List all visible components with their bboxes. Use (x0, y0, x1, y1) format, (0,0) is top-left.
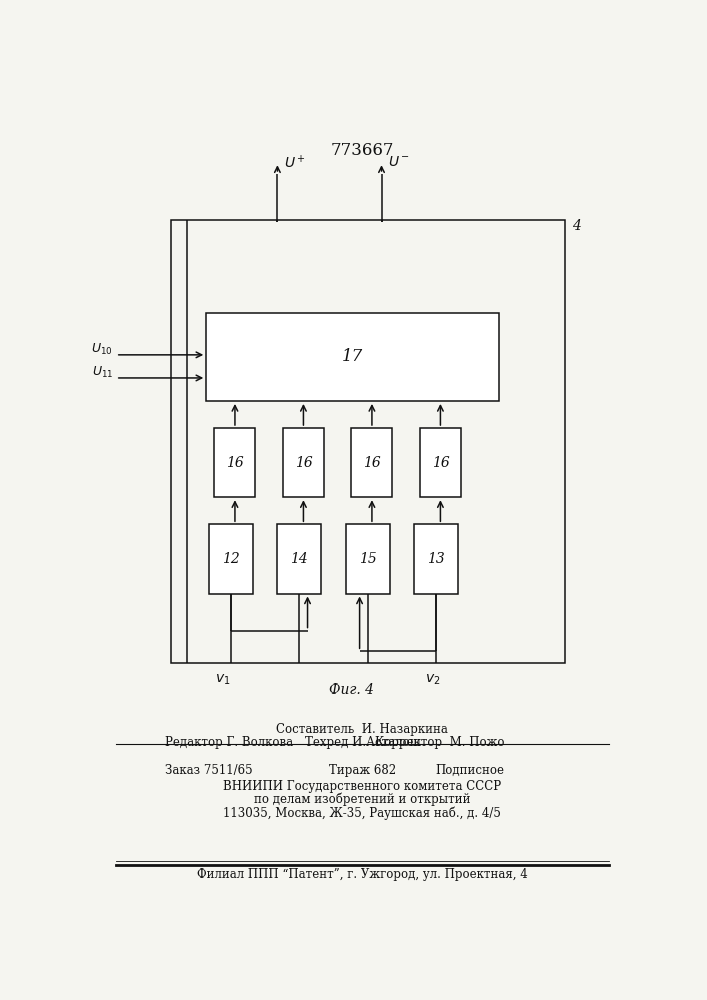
Text: Составитель  И. Назаркина: Составитель И. Назаркина (276, 723, 448, 736)
Text: 16: 16 (295, 456, 312, 470)
Text: 16: 16 (363, 456, 381, 470)
Text: Техред И.Асталош: Техред И.Асталош (305, 736, 420, 749)
Bar (170, 220, 565, 663)
Text: $U^+$: $U^+$ (284, 154, 306, 171)
Text: ВНИИПИ Государственного комитета СССР: ВНИИПИ Государственного комитета СССР (223, 780, 501, 793)
Text: Подписное: Подписное (436, 764, 505, 777)
Text: 16: 16 (226, 456, 244, 470)
Bar (277, 524, 321, 594)
Text: 16: 16 (431, 456, 449, 470)
Text: 14: 14 (291, 552, 308, 566)
Bar (346, 524, 390, 594)
Text: 17: 17 (342, 348, 363, 365)
Text: Фиг. 4: Фиг. 4 (329, 683, 374, 697)
Text: $U_{11}$: $U_{11}$ (92, 365, 113, 380)
Text: 13: 13 (428, 552, 445, 566)
Bar (283, 428, 324, 497)
Bar (209, 524, 253, 594)
Text: 773667: 773667 (331, 142, 394, 159)
Text: Тираж 682: Тираж 682 (329, 764, 396, 777)
Bar (414, 524, 458, 594)
Text: Корректор  М. Пожо: Корректор М. Пожо (375, 736, 505, 749)
Text: $v_2$: $v_2$ (425, 673, 440, 687)
Text: 113035, Москва, Ж-35, Раушская наб., д. 4/5: 113035, Москва, Ж-35, Раушская наб., д. … (223, 806, 501, 820)
Text: Редактор Г. Волкова: Редактор Г. Волкова (165, 736, 293, 749)
Text: Филиал ППП “Патент”, г. Ужгород, ул. Проектная, 4: Филиал ППП “Патент”, г. Ужгород, ул. Про… (197, 868, 527, 881)
Text: 15: 15 (359, 552, 377, 566)
Text: Заказ 7511/65: Заказ 7511/65 (165, 764, 252, 777)
Bar (420, 428, 461, 497)
Bar (214, 428, 255, 497)
Text: $U_{10}$: $U_{10}$ (91, 342, 113, 357)
Text: $U^-$: $U^-$ (388, 155, 410, 169)
Text: $v_1$: $v_1$ (215, 673, 230, 687)
Text: 4: 4 (572, 219, 580, 233)
Bar (351, 428, 392, 497)
Text: по делам изобретений и открытий: по делам изобретений и открытий (254, 792, 471, 806)
Bar (206, 313, 499, 401)
Text: 12: 12 (222, 552, 240, 566)
